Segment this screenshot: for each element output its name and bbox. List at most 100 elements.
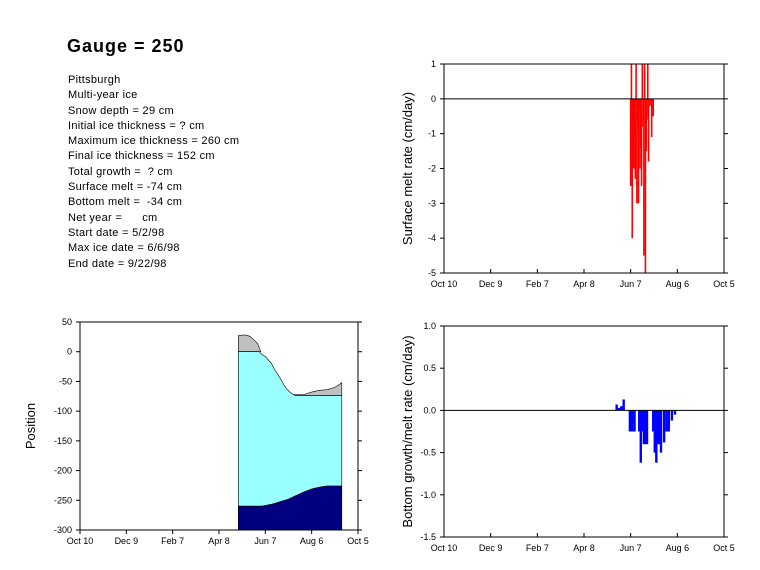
x-tick-label: Apr 8 (573, 279, 595, 289)
bar (655, 410, 658, 463)
y-tick-label: 0 (431, 94, 436, 104)
y-tick-label: -5 (428, 268, 436, 278)
snow-area (238, 334, 262, 353)
y-tick-label: -300 (54, 525, 72, 535)
ice-area (238, 351, 343, 507)
bar (615, 404, 618, 411)
page-title: Gauge = 250 (67, 36, 185, 56)
x-tick-label: Oct 10 (431, 279, 458, 289)
bar (652, 98, 655, 117)
bar (643, 64, 646, 99)
y-tick-label: -1.5 (420, 532, 436, 542)
snow-end-area (292, 381, 343, 397)
x-tick-label: Aug 6 (666, 543, 690, 553)
bar (646, 64, 649, 99)
y-tick-label: -100 (54, 406, 72, 416)
bar (649, 98, 651, 106)
y-tick-label: -150 (54, 436, 72, 446)
x-tick-label: Jun 7 (620, 543, 642, 553)
x-tick-label: Feb 7 (161, 536, 184, 546)
bar (631, 410, 634, 432)
y-tick-label: 0 (67, 347, 72, 357)
info-line: Maximum ice thickness = 260 cm (68, 135, 240, 148)
x-tick-label: Apr 8 (208, 536, 230, 546)
info-line: Multi-year ice (68, 89, 138, 102)
y-tick-label: -1 (428, 129, 436, 139)
bar (639, 410, 642, 463)
bar (617, 407, 621, 411)
x-tick-label: Jun 7 (620, 279, 642, 289)
y-tick-label: -1.0 (420, 490, 436, 500)
bar (641, 410, 644, 432)
info-line: Total growth = ? cm (68, 165, 173, 178)
plot-frame (79, 321, 359, 531)
y-tick-label: -2 (428, 164, 436, 174)
bar (622, 399, 625, 411)
plot-frame (443, 325, 725, 538)
y-axis-label: Bottom growth/melt rate (cm/day) (400, 335, 415, 527)
info-line: Surface melt = -74 cm (68, 181, 183, 194)
bar (635, 64, 637, 99)
bar (670, 410, 674, 421)
bar (646, 98, 648, 120)
bar (659, 410, 663, 453)
y-tick-label: -200 (54, 466, 72, 476)
bar (645, 98, 648, 152)
y-tick-label: -50 (59, 376, 72, 386)
x-tick-label: Feb 7 (526, 543, 549, 553)
x-tick-label: Dec 9 (479, 279, 503, 289)
y-tick-label: 1 (431, 59, 436, 69)
bar (647, 98, 650, 162)
bar (636, 98, 638, 204)
bar (650, 98, 653, 138)
info-line: Start date = 5/2/98 (68, 226, 165, 239)
bar (631, 98, 634, 239)
bar (641, 64, 644, 99)
x-tick-label: Feb 7 (526, 279, 549, 289)
y-tick-label: 0.0 (423, 405, 436, 415)
x-tick-label: Aug 6 (666, 279, 690, 289)
bar (656, 410, 660, 445)
y-tick-label: -0.5 (420, 448, 436, 458)
x-tick-label: Jun 7 (254, 536, 276, 546)
bar (673, 410, 677, 415)
x-tick-label: Aug 6 (300, 536, 324, 546)
bar (653, 410, 656, 453)
bar (665, 410, 668, 432)
bar (633, 410, 636, 432)
plot-frame (443, 63, 725, 274)
x-tick-label: Oct 10 (67, 536, 94, 546)
bar (630, 64, 633, 99)
y-tick-label: 1.0 (423, 321, 436, 331)
x-tick-label: Oct 10 (431, 543, 458, 553)
gauge-info-list: Pittsburgh Multi-year ice Snow depth = 29 … (68, 73, 239, 272)
bar (638, 410, 641, 432)
info-line: Initial ice thickness = ? cm (68, 119, 205, 132)
info-line: Max ice date = 6/6/98 (68, 242, 180, 255)
info-line: Net year = cm (68, 211, 158, 224)
y-tick-label: -3 (428, 198, 436, 208)
x-tick-label: Oct 5 (347, 536, 369, 546)
bar (658, 410, 661, 445)
bar (637, 98, 640, 204)
bar (620, 406, 623, 411)
info-line: Snow depth = 29 cm (68, 104, 174, 117)
y-axis-label: Position (23, 403, 38, 449)
bar (662, 410, 666, 443)
y-tick-label: 50 (62, 317, 72, 327)
bar (652, 410, 655, 432)
y-tick-label: 0.5 (423, 363, 436, 373)
bar (640, 98, 643, 186)
bottom-area (238, 485, 343, 531)
bar (634, 98, 637, 179)
x-tick-label: Dec 9 (479, 543, 503, 553)
x-tick-label: Oct 5 (713, 543, 735, 553)
bar (643, 98, 645, 256)
info-line: End date = 9/22/98 (68, 257, 167, 270)
x-tick-label: Dec 9 (115, 536, 139, 546)
bar (644, 410, 647, 445)
